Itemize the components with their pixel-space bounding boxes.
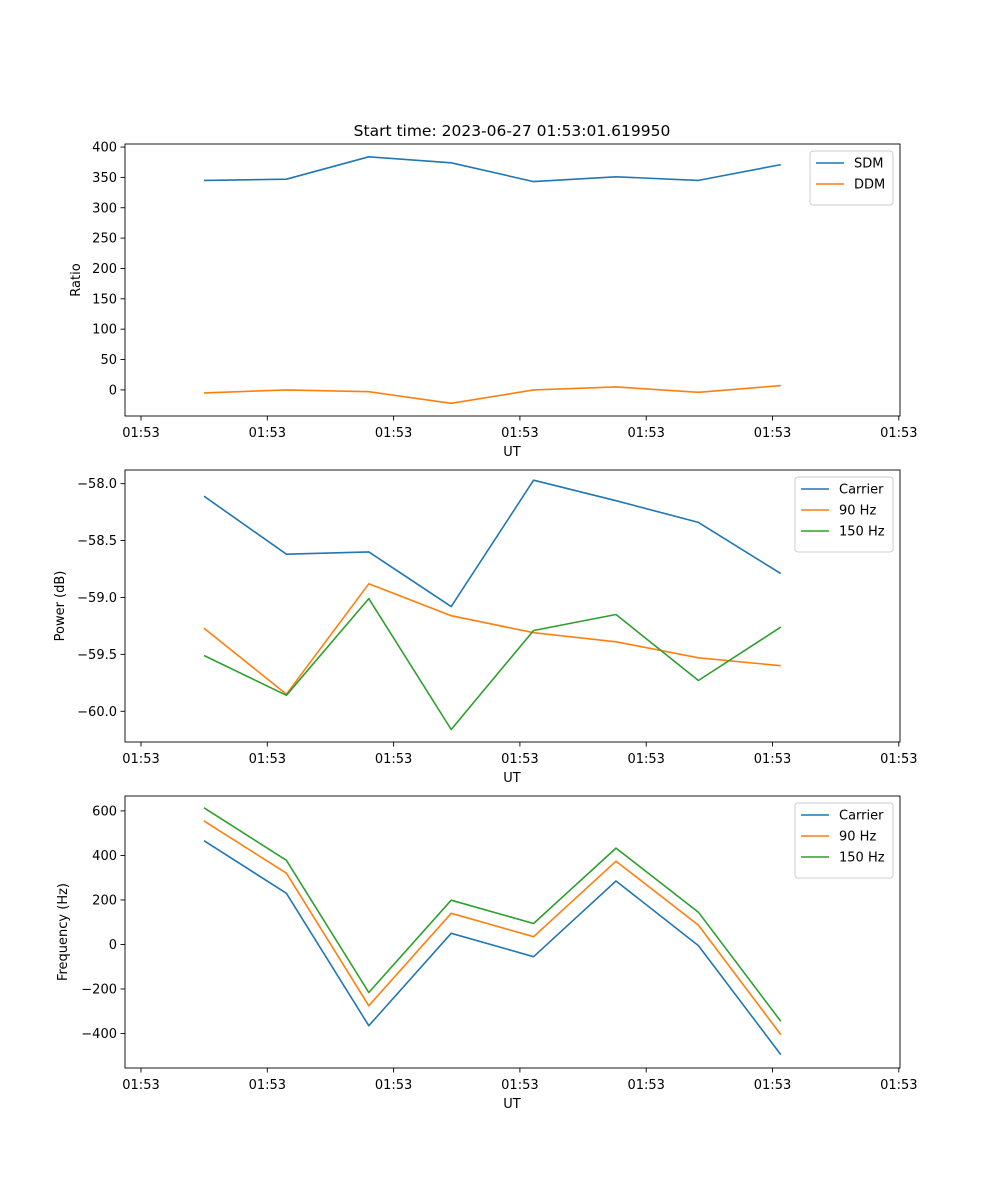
- x-tick-label: 01:53: [754, 1078, 791, 1093]
- legend-label: Carrier: [839, 809, 884, 824]
- series-line-90-hz: [203, 820, 782, 1036]
- x-tick-label: 01:53: [627, 426, 664, 441]
- y-tick-label: 50: [100, 353, 117, 368]
- x-tick-label: 01:53: [375, 1078, 412, 1093]
- x-tick-label: 01:53: [249, 426, 286, 441]
- legend-label: SDM: [854, 157, 883, 172]
- axes-frame: [124, 795, 901, 1069]
- legend: Carrier 90 Hz 150 Hz: [794, 476, 894, 553]
- y-tick-label: 0: [109, 383, 117, 398]
- series-line-150-hz: [203, 807, 782, 1022]
- x-tick-label: 01:53: [501, 752, 538, 767]
- legend: Carrier 90 Hz 150 Hz: [794, 802, 894, 879]
- legend-label: 150 Hz: [839, 525, 885, 540]
- legend-label: 90 Hz: [839, 504, 876, 519]
- figure-title: Start time: 2023-06-27 01:53:01.619950: [354, 122, 671, 140]
- y-tick-label: 150: [92, 292, 117, 307]
- x-axis-label: UT: [503, 1097, 521, 1112]
- y-axis-label: Ratio: [69, 263, 84, 296]
- legend-label: DDM: [854, 178, 885, 193]
- x-tick-label: 01:53: [249, 752, 286, 767]
- y-tick-label: 250: [92, 232, 117, 247]
- series-line-ddm: [203, 384, 781, 405]
- y-tick-label: −400: [81, 1027, 117, 1042]
- y-tick-label: −58.5: [77, 534, 117, 549]
- series-line-150-hz: [203, 597, 782, 731]
- x-tick-label: 01:53: [122, 752, 159, 767]
- x-tick-label: 01:53: [754, 752, 791, 767]
- y-tick-label: 200: [92, 262, 117, 277]
- y-tick-label: 200: [92, 893, 117, 908]
- axes-frame: [124, 143, 901, 417]
- x-tick-label: 01:53: [375, 752, 412, 767]
- axes-frame: [124, 469, 901, 743]
- x-tick-label: 01:53: [880, 1078, 917, 1093]
- y-axis-label: Power (dB): [53, 571, 68, 642]
- legend: SDM DDM: [809, 150, 894, 206]
- x-tick-label: 01:53: [375, 426, 412, 441]
- chart-panel-3: 01:5301:5301:5301:5301:5301:5301:5301:54…: [56, 795, 918, 1112]
- x-axis-label: UT: [503, 771, 521, 786]
- x-tick-label: 01:53: [501, 1078, 538, 1093]
- legend-box: [809, 150, 894, 206]
- x-axis-label: UT: [503, 445, 521, 460]
- y-tick-label: −59.0: [77, 591, 117, 606]
- x-tick-label: 01:53: [249, 1078, 286, 1093]
- y-tick-label: 300: [92, 201, 117, 216]
- x-tick-label: 01:53: [880, 752, 917, 767]
- x-tick-label: 01:53: [627, 1078, 664, 1093]
- series-line-sdm: [203, 156, 781, 183]
- x-tick-label: 01:53: [627, 752, 664, 767]
- legend-label: 150 Hz: [839, 851, 885, 866]
- x-tick-label: 01:53: [122, 426, 159, 441]
- y-tick-label: 400: [92, 141, 117, 156]
- y-tick-label: −58.0: [77, 477, 117, 492]
- y-tick-label: 400: [92, 849, 117, 864]
- legend-label: Carrier: [839, 483, 884, 498]
- y-axis-label: Frequency (Hz): [56, 883, 71, 981]
- legend-label: 90 Hz: [839, 830, 876, 845]
- y-tick-label: 350: [92, 171, 117, 186]
- y-tick-label: −200: [81, 982, 117, 997]
- legend-box: [794, 802, 894, 879]
- y-tick-label: −59.5: [77, 648, 117, 663]
- chart-panel-2: 01:5301:5301:5301:5301:5301:5301:5301:54…: [53, 469, 918, 786]
- y-tick-label: 600: [92, 804, 117, 819]
- series-line-90-hz: [203, 582, 781, 696]
- x-tick-label: 01:53: [122, 1078, 159, 1093]
- x-tick-label: 01:53: [501, 426, 538, 441]
- series-line-carrier: [203, 479, 782, 608]
- legend-box: [794, 476, 894, 553]
- series-line-carrier: [203, 840, 782, 1056]
- x-tick-label: 01:53: [880, 426, 917, 441]
- chart-panel-1: 01:5301:5301:5301:5301:5301:5301:5301:54…: [69, 141, 918, 460]
- y-tick-label: −60.0: [77, 705, 117, 720]
- y-tick-label: 100: [92, 323, 117, 338]
- x-tick-label: 01:53: [754, 426, 791, 441]
- y-tick-label: 0: [109, 938, 117, 953]
